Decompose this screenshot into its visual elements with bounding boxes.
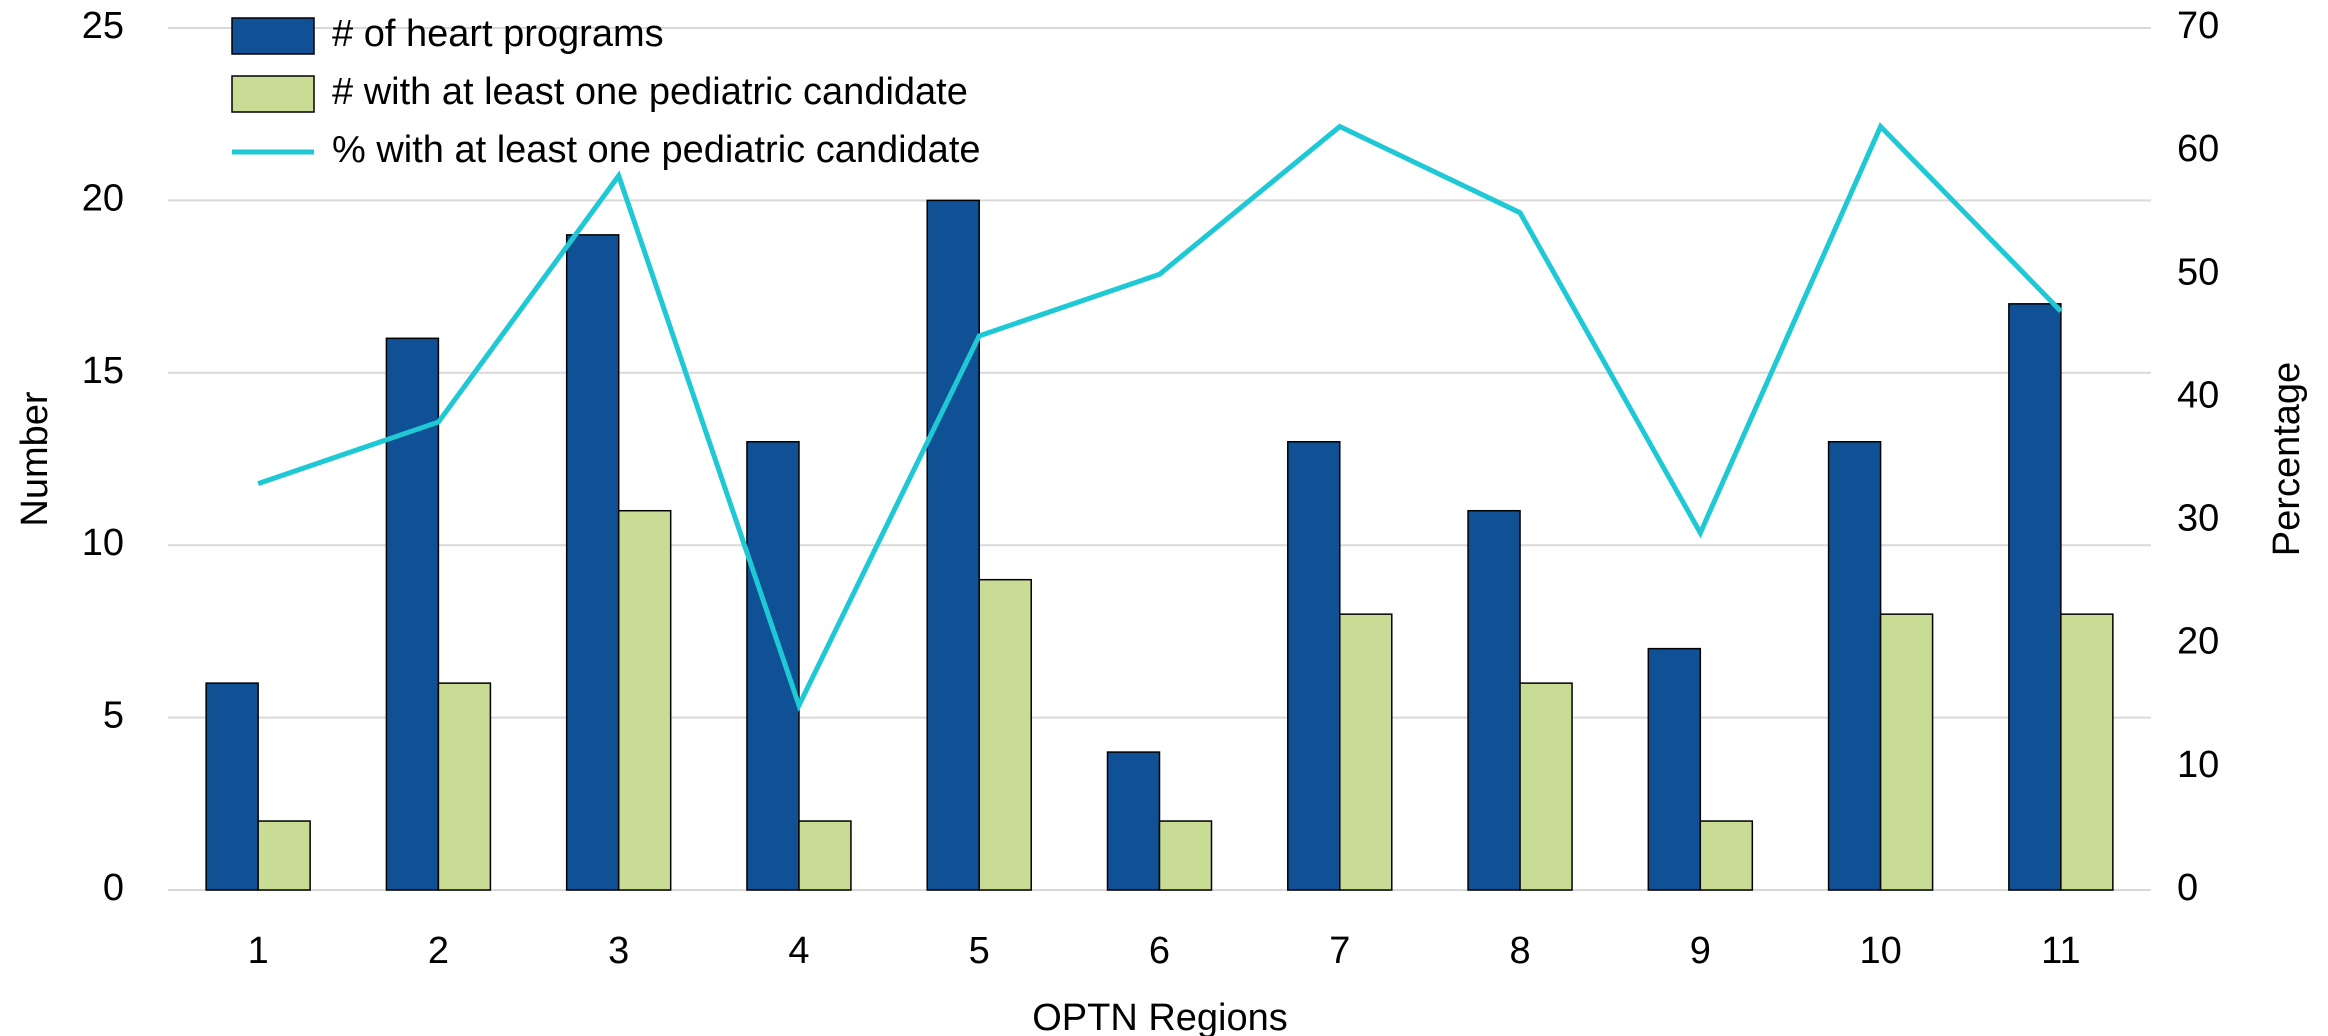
- bar: [1339, 613, 1393, 891]
- bar: [1158, 820, 1213, 891]
- bar: [1827, 441, 1882, 891]
- y2-tick-label: 50: [2177, 251, 2219, 293]
- y-tick-label: 10: [82, 522, 124, 564]
- bar: [2008, 303, 2062, 891]
- bar: [1106, 751, 1161, 891]
- x-tick-label: 10: [1859, 930, 1901, 972]
- bar: [1467, 509, 1521, 891]
- line: [257, 122, 2063, 712]
- bar: [617, 509, 672, 891]
- bar: [257, 820, 311, 891]
- bar: [205, 682, 259, 891]
- y2-tick-label: 60: [2177, 128, 2219, 170]
- x-tick-label: 11: [2041, 930, 2080, 972]
- x-tick-label: 3: [608, 930, 629, 972]
- bar: [978, 578, 1032, 891]
- y2-tick-label: 20: [2177, 621, 2219, 663]
- bar: [385, 337, 440, 891]
- y-tick-label: 25: [82, 5, 124, 47]
- legend-label: % with at least one pediatric candidate: [332, 129, 981, 171]
- y2-tick-label: 0: [2177, 867, 2198, 909]
- y2-tick-label: 40: [2177, 374, 2219, 416]
- bar: [926, 199, 980, 891]
- x-tick-label: 8: [1509, 930, 1530, 972]
- x-tick-label: 4: [788, 930, 809, 972]
- y2-axis-title: Percentage: [2266, 362, 2308, 556]
- x-tick-label: 2: [428, 930, 449, 972]
- y-tick-label: 20: [82, 177, 124, 219]
- y2-tick-label: 30: [2177, 498, 2219, 540]
- bar: [1699, 820, 1754, 891]
- legend-label: # with at least one pediatric candidate: [332, 71, 968, 113]
- bar: [1287, 441, 1341, 891]
- x-tick-label: 9: [1690, 930, 1711, 972]
- legend-swatch: [231, 75, 315, 113]
- y-axis-title: Number: [14, 391, 56, 526]
- bar: [746, 441, 800, 891]
- x-tick-label: 1: [248, 930, 269, 972]
- bar: [1879, 613, 1934, 891]
- x-tick-label: 6: [1149, 930, 1170, 972]
- y-tick-label: 5: [103, 695, 124, 737]
- x-axis-title: OPTN Regions: [1032, 997, 1288, 1036]
- legend-label: # of heart programs: [332, 13, 664, 55]
- y-tick-label: 0: [103, 867, 124, 909]
- x-tick-label: 7: [1329, 930, 1350, 972]
- legend-swatch: [231, 17, 315, 55]
- bar: [2060, 613, 2114, 891]
- bar: [565, 234, 620, 891]
- bar: [1519, 682, 1573, 891]
- y-tick-label: 15: [82, 350, 124, 392]
- bar: [798, 820, 852, 891]
- y2-tick-label: 10: [2177, 744, 2219, 786]
- y2-tick-label: 70: [2177, 5, 2219, 47]
- x-tick-label: 5: [969, 930, 990, 972]
- bar: [1647, 647, 1702, 891]
- bar: [437, 682, 492, 891]
